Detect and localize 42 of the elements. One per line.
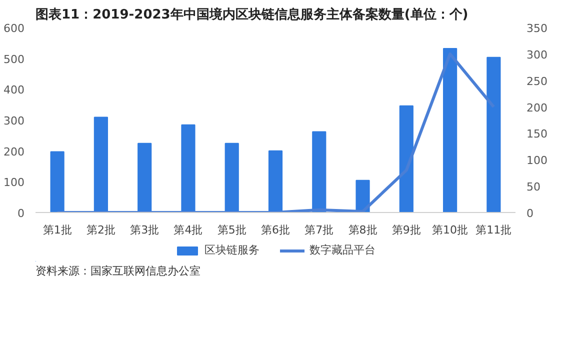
bar (399, 105, 414, 212)
line-series (56, 52, 496, 212)
text: 资料来源：国家互联网信息办公室 (36, 264, 200, 278)
bar (268, 150, 283, 212)
y-tick-label: 100 (4, 176, 25, 190)
x-tick-label: 第4批 (174, 224, 203, 236)
chart-title: 图表11：2019-2023年中国境内区块链信息服务主体备案数量(单位：个) (36, 6, 468, 22)
x-tick-label: 第8批 (348, 224, 378, 236)
bar (224, 142, 239, 212)
y2-tick-label: 0 (526, 207, 534, 220)
bar (181, 124, 196, 212)
y2-tick-label: 200 (526, 101, 548, 114)
y2-tick-label: 300 (526, 48, 548, 62)
x-tick-label: 第10批 (432, 224, 468, 236)
bar (356, 180, 370, 212)
x-tick-label: 第1批 (42, 224, 72, 236)
y2-tick-label: 150 (526, 128, 548, 141)
x-tick-label: 第3批 (130, 224, 160, 236)
bar (443, 48, 458, 212)
bar (94, 116, 108, 212)
y2-tick-label: 350 (526, 22, 548, 35)
y-tick-label: 400 (4, 84, 25, 97)
y2-tick-label: 100 (526, 154, 548, 168)
bar (486, 56, 501, 212)
x-tick-label: 第11批 (476, 224, 512, 236)
x-tick-label: 第9批 (392, 224, 421, 236)
y-tick-label: 600 (4, 22, 25, 35)
y2-tick-label: 250 (526, 74, 548, 88)
y2-tick-label: 50 (526, 180, 540, 194)
x-tick-label: 第2批 (86, 224, 116, 236)
y-tick-label: 0 (18, 207, 24, 220)
y-tick-label: 200 (4, 145, 25, 158)
y-tick-label: 300 (4, 114, 25, 128)
x-tick-label: 第6批 (261, 224, 290, 236)
bar (138, 142, 152, 212)
x-tick-label: 第5批 (217, 224, 246, 236)
bar (312, 131, 326, 212)
y-tick-label: 500 (4, 52, 25, 66)
legend-label: 区块链服务 (204, 242, 260, 258)
bar (50, 151, 64, 212)
x-tick-label: 第7批 (304, 224, 334, 236)
legend-label: 数字藏品平台 (310, 242, 376, 258)
